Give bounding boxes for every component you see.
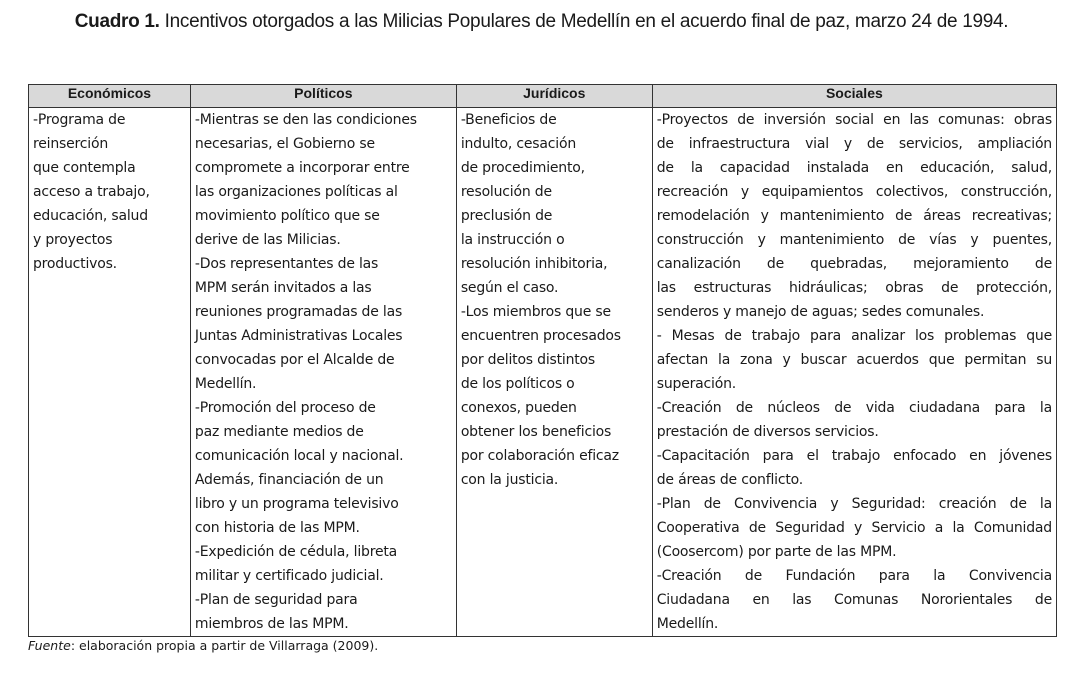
cell-line: afectan la zona y buscar acuerdos que pe… [656, 352, 1052, 368]
cell-line: de áreas de conflicto. [656, 472, 803, 488]
cell-line: -Mientras se den las condiciones [194, 112, 417, 128]
cell-line: remodelación y mantenimiento de áreas re… [656, 208, 1052, 224]
cell-line: resolución de [460, 184, 552, 200]
cell-line: senderos y manejo de aguas; sedes comuna… [656, 304, 985, 320]
cell-line: libro y un programa televisivo [194, 496, 399, 512]
cell-line: superación. [656, 376, 737, 392]
cell-line: MPM serán invitados a las [194, 280, 372, 296]
cell-line: preclusión de [460, 208, 553, 224]
table-row: -Programa de reinserción que contempla acce… [28, 107, 1058, 637]
cell-line: Ciudadana en las Comunas Nororientales d… [656, 592, 1052, 608]
cell-line: movimiento político que se [194, 208, 380, 224]
cell-politicos: -Mientras se den las condiciones necesari… [189, 107, 457, 637]
cell-line: -Plan de Convivencia y Seguridad: creaci… [656, 496, 1052, 512]
cell-line: -Proyectos de inversión social en las co… [656, 112, 1052, 128]
cell-line: militar y certificado judicial. [194, 568, 384, 584]
cell-line: -Plan de seguridad para [194, 592, 358, 608]
caption-label: Cuadro 1. [74, 11, 160, 32]
cell-line: construcción y mantenimiento de vías y p… [656, 232, 1052, 248]
cell-line: reuniones programadas de las [194, 304, 403, 320]
cell-line: miembros de las MPM. [194, 616, 349, 632]
cell-line: canalización de quebradas, mejoramiento … [656, 256, 1052, 272]
source-note: Fuente: elaboración propia a partir de V… [28, 638, 378, 653]
cell-line: Además, financiación de un [194, 472, 384, 488]
cell-line: de procedimiento, [460, 160, 585, 176]
cell-line: por colaboración eficaz [460, 448, 619, 464]
cell-line: convocadas por el Alcalde de [194, 352, 395, 368]
header-politicos: Políticos [189, 84, 457, 108]
cell-line: las estructuras hidráulicas; obras de pr… [656, 280, 1052, 296]
header-economicos: Económicos [28, 84, 191, 108]
cell-line: Medellín. [656, 616, 719, 632]
cell-line: prestación de diversos servicios. [656, 424, 879, 440]
cell-line: y proyectos [33, 232, 113, 248]
cell-line: obtener los beneficios [460, 424, 612, 440]
header-juridicos: Jurídicos [455, 84, 653, 108]
cell-line: -Promoción del proceso de [194, 400, 376, 416]
caption-text: Incentivos otorgados a las Milicias Popu… [159, 11, 1009, 32]
incentives-table: Económicos Políticos Jurídicos Sociales … [28, 84, 1058, 637]
cell-line: acceso a trabajo, [33, 184, 150, 200]
cell-sociales: -Proyectos de inversión social en las co… [651, 107, 1058, 637]
cell-line: paz mediante medios de [194, 424, 364, 440]
cell-line: -Creación de núcleos de vida ciudadana p… [656, 400, 1052, 416]
cell-line: indulto, cesación [460, 136, 576, 152]
table-caption: Cuadro 1. Incentivos otorgados a las Mil… [0, 11, 1083, 33]
cell-line: Juntas Administrativas Locales [194, 328, 403, 344]
cell-line: recreación y equipamientos colectivos, c… [656, 184, 1052, 200]
cell-line: Medellín. [194, 376, 257, 392]
cell-line: productivos. [33, 256, 117, 272]
cell-line: educación, salud [33, 208, 148, 224]
header-sociales: Sociales [651, 84, 1058, 108]
cell-line: con la justicia. [460, 472, 559, 488]
cell-line: - Mesas de trabajo para analizar los pro… [656, 328, 1052, 344]
cell-line: -Expedición de cédula, libreta [194, 544, 398, 560]
cell-line: de la capacidad instalada en educación, … [656, 160, 1052, 176]
cell-line: Cooperativa de Seguridad y Servicio a la… [656, 520, 1052, 536]
cell-line: conexos, pueden [460, 400, 577, 416]
cell-line: de los políticos o [460, 376, 575, 392]
cell-line: por delitos distintos [460, 352, 596, 368]
cell-line: comunicación local y nacional. [194, 448, 404, 464]
cell-line: -Beneficios de [460, 112, 557, 128]
cell-line: -Los miembros que se [460, 304, 611, 320]
cell-line: las organizaciones políticas al [194, 184, 398, 200]
cell-line: -Dos representantes de las [194, 256, 379, 272]
source-label: Fuente [28, 638, 71, 653]
source-text: : elaboración propia a partir de Villarr… [70, 638, 379, 653]
cell-juridicos: -Beneficios de indulto, cesación de proced… [455, 107, 653, 637]
cell-line: necesarias, el Gobierno se [194, 136, 375, 152]
cell-line: compromete a incorporar entre [194, 160, 410, 176]
cell-line: -Capacitación para el trabajo enfocado e… [656, 448, 1052, 464]
cell-line: reinserción [33, 136, 109, 152]
cell-line: de infraestructura vial y de servicios, … [656, 136, 1052, 152]
cell-line: resolución inhibitoria, [460, 256, 608, 272]
cell-line: -Creación de Fundación para la Convivenc… [656, 568, 1052, 584]
cell-line: con historia de las MPM. [194, 520, 360, 536]
cell-line: encuentren procesados [460, 328, 621, 344]
header-row: Económicos Políticos Jurídicos Sociales [28, 84, 1058, 108]
cell-line: que contempla [33, 160, 136, 176]
cell-line: (Coosercom) por parte de las MPM. [656, 544, 897, 560]
cell-line: derive de las Milicias. [194, 232, 341, 248]
cell-line: la instrucción o [460, 232, 565, 248]
cell-economicos: -Programa de reinserción que contempla acce… [28, 107, 191, 637]
cell-line: -Programa de [33, 112, 126, 128]
cell-line: según el caso. [460, 280, 559, 296]
